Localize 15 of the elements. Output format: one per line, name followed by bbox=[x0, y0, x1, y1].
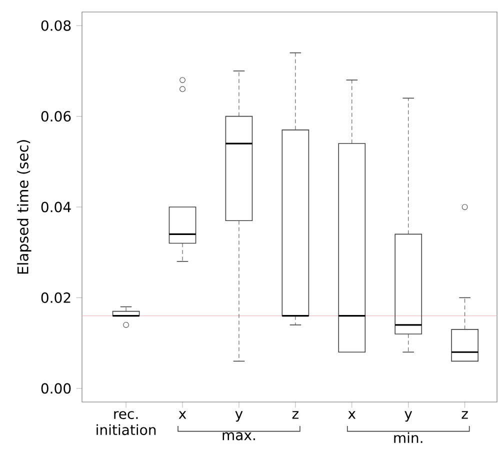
text: max. bbox=[222, 432, 255, 440]
x-tick-label: y bbox=[235, 411, 243, 422]
y-tick-label: 0.06 bbox=[41, 111, 71, 122]
y-axis-title: Elapsed time (sec) bbox=[17, 140, 32, 274]
x-tick-label: z bbox=[292, 411, 298, 419]
text: min. bbox=[394, 432, 422, 443]
y-tick-label: 0.02 bbox=[41, 292, 70, 303]
y-tick-label: 0.04 bbox=[41, 202, 71, 212]
x-tick-label: z bbox=[462, 411, 468, 419]
y-tick-label: 0.00 bbox=[41, 383, 71, 394]
y-tick-label: 0.08 bbox=[41, 20, 71, 31]
x-tick-label: x bbox=[348, 411, 356, 419]
x-tick-label: rec. initiation bbox=[96, 411, 156, 436]
x-tick-label: x bbox=[178, 411, 186, 419]
x-tick-label: y bbox=[404, 411, 412, 422]
